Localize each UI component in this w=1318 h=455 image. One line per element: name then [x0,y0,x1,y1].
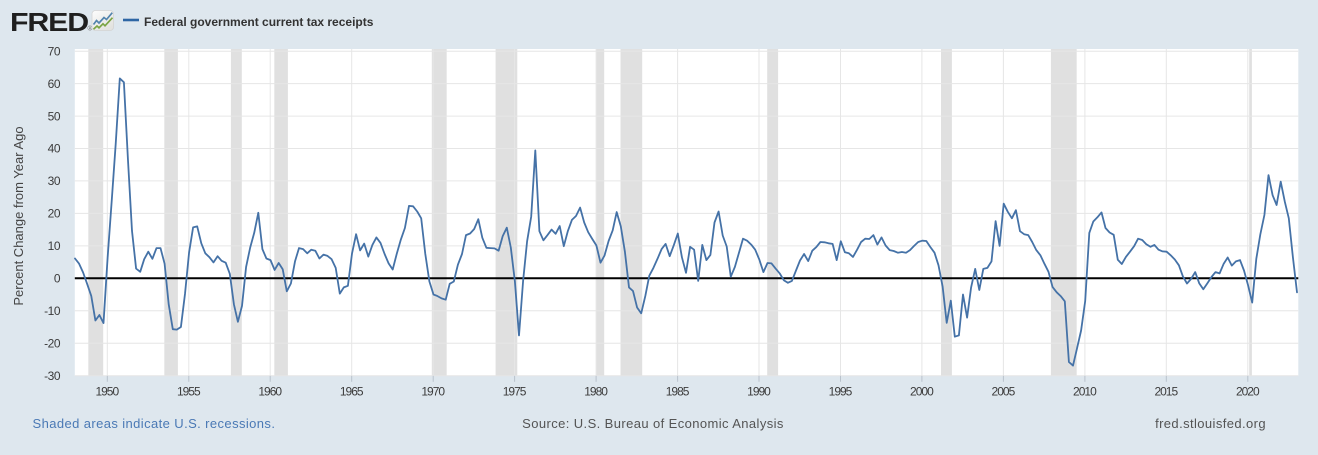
svg-text:Source: U.S. Bureau of Economi: Source: U.S. Bureau of Economic Analysis [522,416,784,431]
svg-text:1980: 1980 [584,385,608,399]
svg-text:2015: 2015 [1154,385,1178,399]
svg-text:10: 10 [48,239,61,253]
svg-text:-20: -20 [44,336,61,350]
svg-text:40: 40 [48,142,61,156]
svg-text:30: 30 [48,174,61,188]
svg-text:1955: 1955 [177,385,201,399]
svg-text:20: 20 [48,207,61,221]
svg-text:FRED: FRED [10,7,89,36]
svg-text:1990: 1990 [747,385,771,399]
svg-text:1970: 1970 [421,385,445,399]
svg-text:0: 0 [54,272,61,286]
svg-text:60: 60 [48,77,61,91]
svg-text:1975: 1975 [503,385,527,399]
svg-text:Shaded areas indicate U.S. rec: Shaded areas indicate U.S. recessions. [33,416,276,431]
svg-text:®: ® [88,25,93,33]
svg-text:2010: 2010 [1073,385,1097,399]
svg-text:fred.stlouisfed.org: fred.stlouisfed.org [1155,416,1266,431]
svg-text:1995: 1995 [829,385,853,399]
svg-text:2000: 2000 [910,385,934,399]
svg-text:1960: 1960 [258,385,282,399]
svg-text:-10: -10 [44,304,61,318]
svg-text:2020: 2020 [1236,385,1260,399]
svg-text:1985: 1985 [666,385,690,399]
svg-text:1950: 1950 [95,385,119,399]
svg-text:50: 50 [48,109,61,123]
svg-text:1965: 1965 [340,385,364,399]
svg-text:70: 70 [48,44,61,58]
svg-text:Federal government current tax: Federal government current tax receipts [144,15,374,29]
svg-text:-30: -30 [44,369,61,383]
svg-text:2005: 2005 [992,385,1016,399]
svg-text:Percent Change from Year Ago: Percent Change from Year Ago [11,126,26,305]
